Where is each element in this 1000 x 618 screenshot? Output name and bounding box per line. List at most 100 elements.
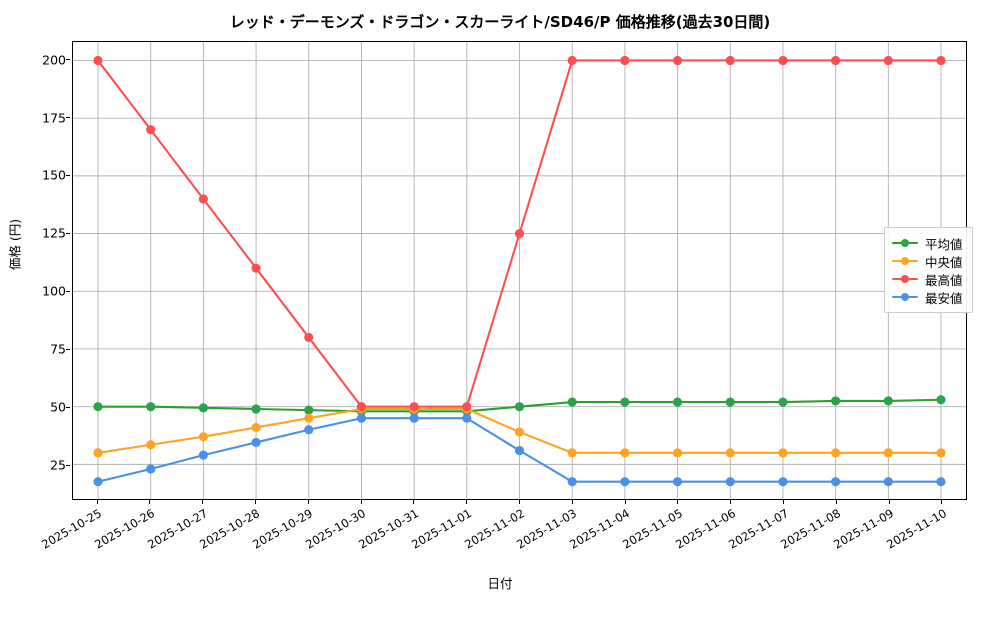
data-point-marker [831, 448, 841, 458]
y-tick-label: 75 [50, 341, 66, 357]
data-point-marker [514, 402, 525, 412]
x-tick-mark [730, 500, 732, 504]
y-tick-mark [66, 59, 70, 61]
x-tick-mark [835, 500, 837, 504]
data-point-marker [936, 395, 946, 405]
x-tick-mark [96, 500, 98, 504]
legend-item[interactable]: 最高値 [892, 270, 963, 288]
data-point-marker [620, 477, 630, 487]
data-point-marker [778, 55, 788, 66]
data-point-marker [514, 445, 525, 456]
data-point-marker [725, 477, 735, 487]
y-tick-mark [66, 348, 70, 350]
plot-area [72, 41, 967, 500]
data-point-marker [146, 125, 156, 135]
legend-swatch-icon [892, 290, 918, 304]
legend-item-label: 中央値 [925, 254, 963, 270]
x-tick-mark [677, 500, 679, 504]
data-point-marker [251, 422, 261, 433]
x-tick-mark [783, 500, 785, 504]
data-point-marker [883, 448, 893, 458]
data-point-marker [251, 263, 261, 273]
data-point-marker [409, 402, 419, 412]
y-tick-mark [66, 117, 70, 118]
data-point-marker [514, 228, 525, 239]
data-point-marker [778, 477, 788, 487]
legend-swatch-icon [892, 272, 918, 286]
data-point-marker [778, 397, 788, 407]
data-point-marker [198, 432, 208, 442]
gridlines [73, 42, 966, 499]
data-point-marker [93, 448, 103, 458]
data-point-marker [778, 448, 788, 458]
data-point-marker [251, 404, 261, 414]
data-point-marker [198, 450, 208, 460]
data-point-marker [462, 413, 472, 423]
y-tick-mark [66, 406, 70, 408]
x-tick-mark [941, 500, 943, 504]
y-tick-label: 25 [50, 457, 66, 473]
data-point-marker [831, 55, 841, 66]
y-tick-label: 200 [42, 52, 66, 68]
x-tick-mark [413, 500, 415, 504]
legend-item[interactable]: 平均値 [892, 234, 963, 252]
x-tick-mark [519, 500, 520, 504]
x-tick-mark [360, 500, 362, 504]
data-point-marker [304, 413, 314, 423]
y-tick-label: 175 [42, 110, 66, 125]
data-point-marker [567, 55, 577, 66]
data-point-marker [146, 402, 156, 412]
data-point-marker [304, 425, 314, 435]
data-series-layer [93, 55, 946, 487]
data-point-marker [725, 397, 735, 407]
data-point-marker [198, 194, 208, 204]
data-point-marker [514, 427, 525, 437]
data-point-marker [356, 402, 367, 412]
x-tick-mark [571, 500, 573, 504]
data-point-marker [672, 477, 683, 487]
data-point-marker [198, 403, 208, 413]
x-axis-label: 日付 [487, 576, 513, 591]
data-point-marker [567, 477, 577, 487]
y-tick-label: 125 [42, 225, 66, 241]
y-tick-mark [66, 174, 70, 176]
data-point-marker [93, 477, 103, 487]
x-tick-mark [624, 500, 626, 504]
data-point-marker [409, 413, 419, 423]
data-point-marker [356, 413, 367, 423]
data-point-marker [831, 396, 841, 406]
data-point-marker [93, 55, 103, 66]
chart-figure: レッド・デーモンズ・ドラゴン・スカーライト/SD46/P 価格推移(過去30日間… [0, 13, 973, 591]
legend-item-label: 最高値 [925, 272, 963, 288]
data-point-marker [304, 405, 314, 415]
data-point-marker [251, 437, 261, 448]
legend-item-label: 最安値 [925, 290, 963, 306]
data-point-marker [672, 448, 683, 458]
chart-title: レッド・デーモンズ・ドラゴン・スカーライト/SD46/P 価格推移(過去30日間… [229, 13, 771, 31]
y-tick-mark [66, 464, 70, 466]
data-point-marker [620, 397, 630, 407]
legend-item[interactable]: 最安値 [892, 288, 963, 306]
data-point-marker [725, 448, 735, 458]
data-point-marker [304, 332, 314, 343]
data-point-marker [725, 55, 735, 66]
x-axis-tick-labels: 2025-10-25 2025-10-26 2025-10-27 2025-10-28… [39, 500, 967, 570]
y-tick-mark [66, 290, 70, 292]
legend-item[interactable]: 中央値 [892, 252, 963, 270]
x-tick-mark [307, 500, 309, 504]
x-tick-mark [149, 500, 151, 504]
x-tick-mark [466, 500, 468, 504]
data-point-marker [936, 477, 946, 487]
data-point-marker [93, 402, 103, 412]
data-point-marker [462, 402, 472, 412]
data-point-marker [620, 55, 630, 66]
y-axis-tick-labels: 25 50 75 100 125 150 175 200 [0, 41, 70, 500]
data-point-marker [146, 440, 156, 450]
y-tick-mark [66, 232, 70, 234]
data-point-marker [146, 464, 156, 474]
data-point-marker [567, 397, 577, 407]
data-point-marker [567, 448, 577, 458]
data-point-marker [936, 55, 946, 66]
legend-swatch-icon [892, 254, 918, 268]
data-point-marker [936, 448, 946, 458]
